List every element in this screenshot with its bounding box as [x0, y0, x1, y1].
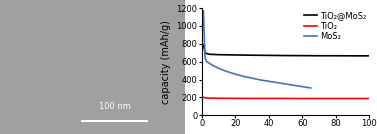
Line: TiO₂@MoS₂: TiO₂@MoS₂ [203, 45, 369, 56]
TiO₂ [203, 97, 207, 99]
MoS₂ [210, 64, 214, 66]
MoS₂ [206, 62, 211, 63]
TiO₂@MoS₂ [204, 53, 209, 54]
TiO₂ [317, 98, 321, 99]
MoS₂ [258, 79, 263, 81]
MoS₂ [300, 86, 305, 88]
TiO₂ [208, 97, 212, 99]
Legend: TiO₂@MoS₂, TiO₂, MoS₂: TiO₂@MoS₂, TiO₂, MoS₂ [302, 10, 368, 42]
MoS₂ [213, 66, 218, 67]
TiO₂ [367, 98, 372, 99]
TiO₂@MoS₂ [250, 54, 254, 56]
TiO₂ [216, 97, 221, 99]
MoS₂ [233, 73, 238, 75]
MoS₂ [215, 67, 219, 68]
MoS₂ [216, 68, 221, 69]
TiO₂@MoS₂ [206, 53, 211, 55]
MoS₂ [284, 83, 288, 85]
TiO₂@MoS₂ [317, 55, 321, 57]
Line: TiO₂: TiO₂ [203, 97, 369, 98]
MoS₂ [225, 71, 229, 72]
TiO₂@MoS₂ [233, 54, 238, 56]
MoS₂ [241, 76, 246, 77]
MoS₂ [275, 82, 279, 83]
MoS₂ [201, 10, 205, 12]
MoS₂ [203, 57, 207, 59]
Y-axis label: capacity (mAh/g): capacity (mAh/g) [161, 20, 171, 104]
TiO₂ [334, 98, 338, 99]
TiO₂ [300, 98, 305, 99]
TiO₂ [206, 97, 211, 99]
TiO₂@MoS₂ [284, 55, 288, 56]
MoS₂ [292, 85, 296, 86]
TiO₂@MoS₂ [203, 52, 207, 53]
TiO₂ [250, 98, 254, 99]
TiO₂ [233, 98, 238, 99]
MoS₂ [208, 63, 212, 65]
TiO₂ [267, 98, 271, 99]
TiO₂ [284, 98, 288, 99]
MoS₂ [308, 87, 313, 89]
MoS₂ [250, 77, 254, 79]
TiO₂@MoS₂ [350, 55, 355, 57]
TiO₂@MoS₂ [216, 54, 221, 55]
MoS₂ [211, 65, 216, 66]
TiO₂ [350, 98, 355, 99]
Line: MoS₂: MoS₂ [203, 11, 311, 88]
TiO₂@MoS₂ [201, 44, 205, 45]
TiO₂ [201, 97, 205, 98]
MoS₂ [204, 61, 209, 62]
TiO₂@MoS₂ [208, 53, 212, 55]
TiO₂@MoS₂ [300, 55, 305, 56]
TiO₂ [204, 97, 209, 99]
MoS₂ [267, 81, 271, 82]
TiO₂@MoS₂ [267, 55, 271, 56]
TiO₂@MoS₂ [367, 55, 372, 57]
TiO₂@MoS₂ [334, 55, 338, 57]
Text: 100 nm: 100 nm [99, 102, 130, 111]
